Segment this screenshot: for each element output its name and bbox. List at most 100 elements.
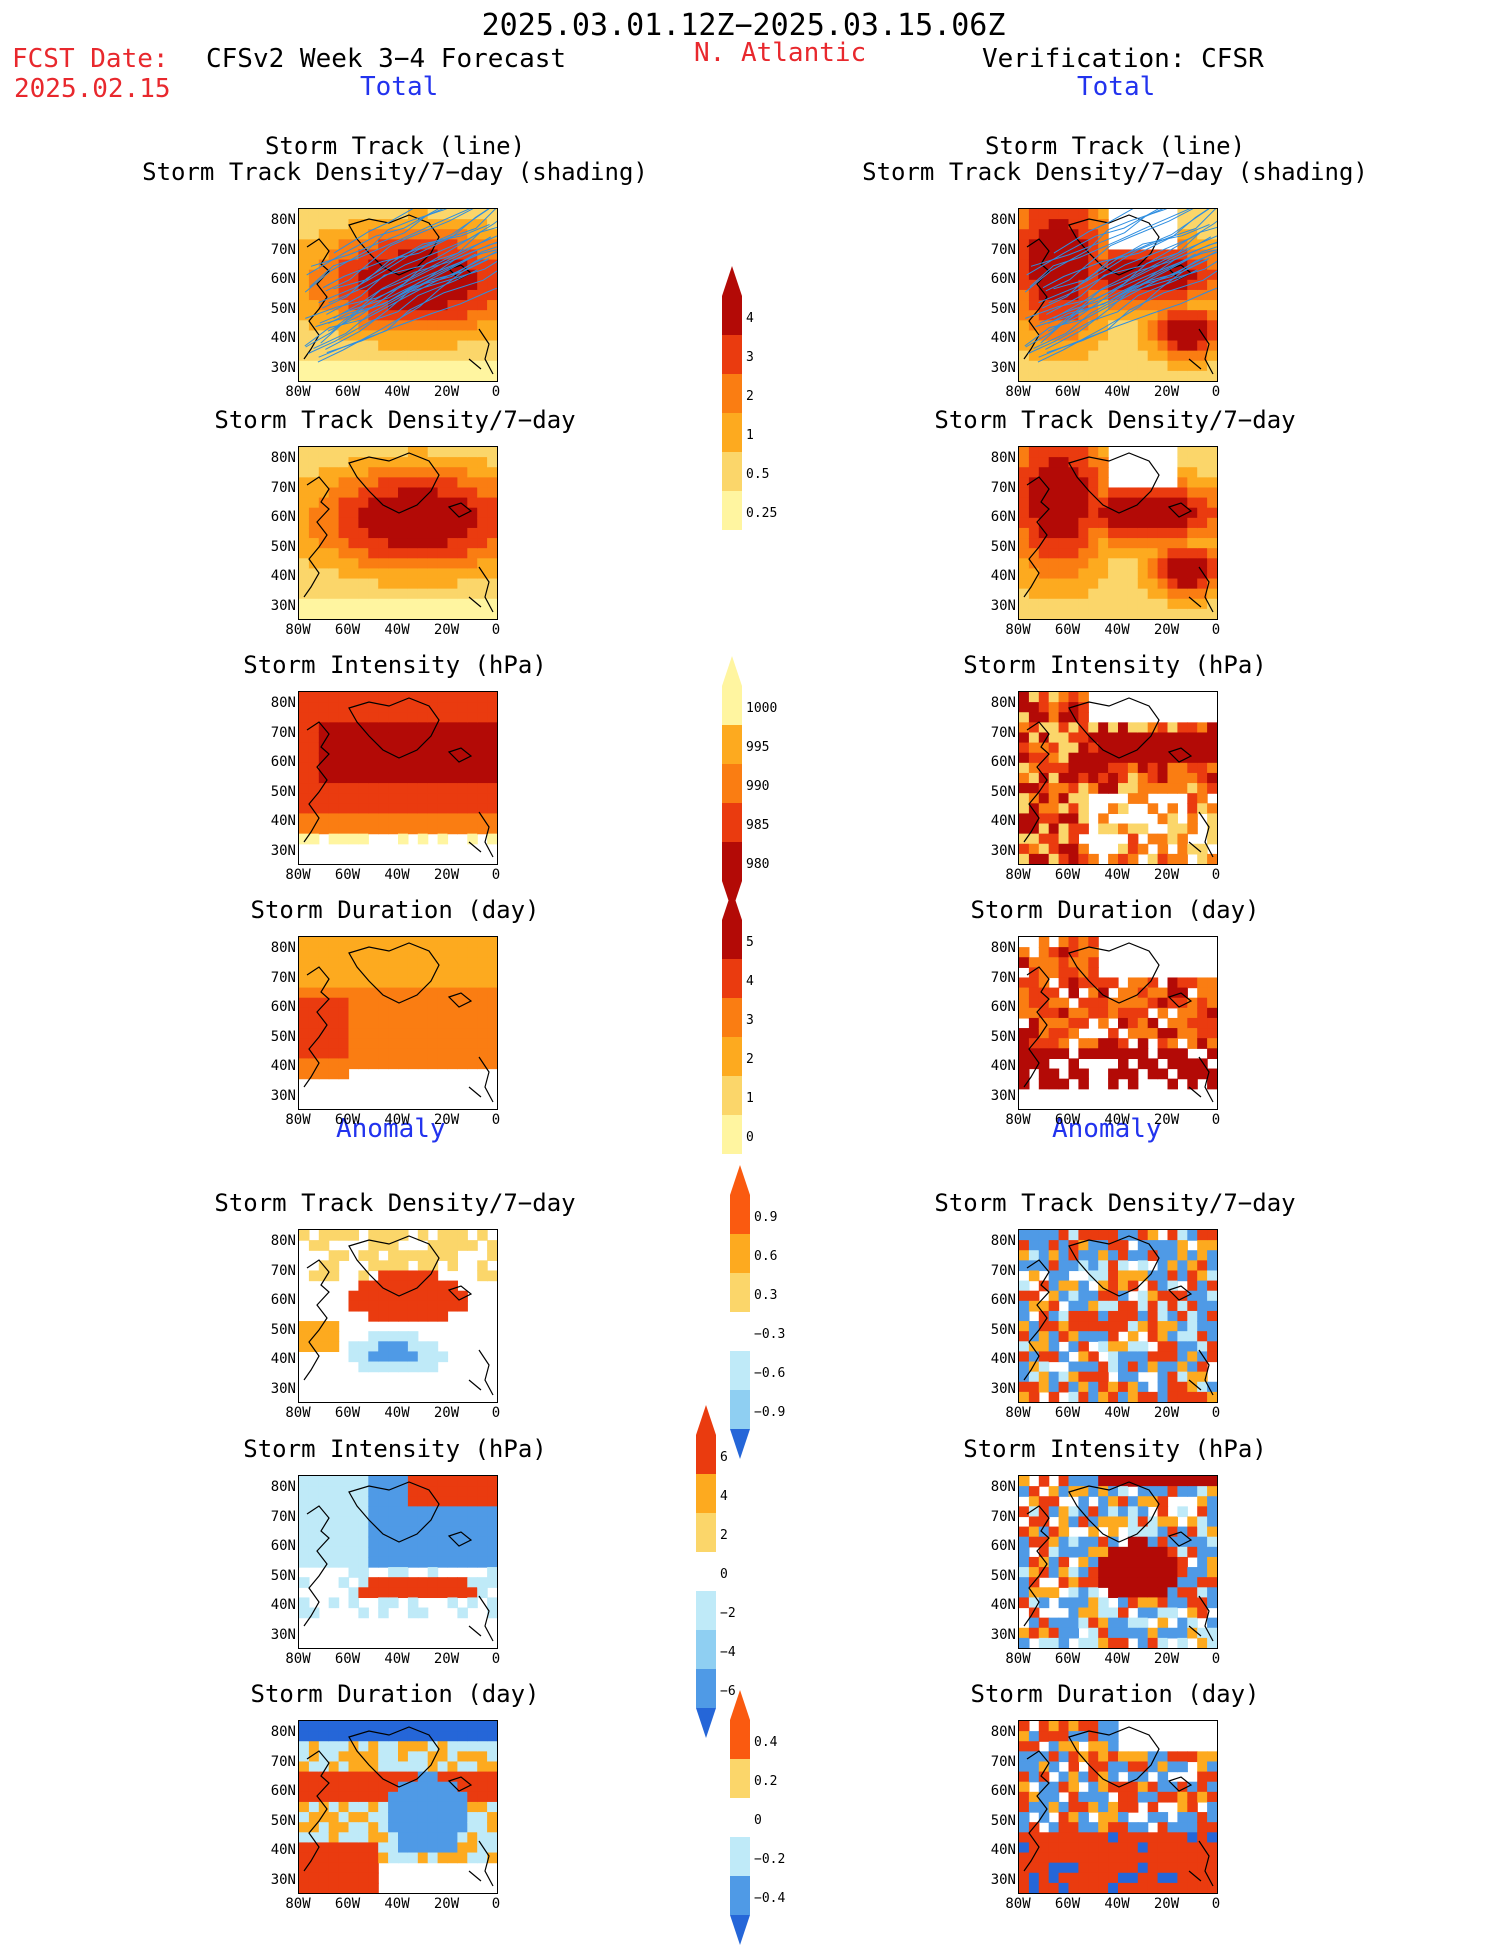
model-title: CFSv2 Week 3−4 Forecast xyxy=(206,44,567,74)
lat-label: 40N xyxy=(990,1597,1016,1613)
lon-label: 60W xyxy=(1054,384,1081,400)
forecast-map-panel xyxy=(298,1720,498,1894)
lat-label: 70N xyxy=(990,969,1016,986)
verification-map-panel xyxy=(1018,691,1218,865)
colorbar-label: 2 xyxy=(720,1528,728,1544)
lon-label: 80W xyxy=(285,622,311,638)
lat-label: 30N xyxy=(990,1087,1016,1104)
lat-label: 40N xyxy=(990,568,1016,584)
lon-label: 80W xyxy=(1005,384,1031,400)
lat-label: 60N xyxy=(990,754,1016,770)
lon-label: 40W xyxy=(1104,1896,1130,1912)
verification-title: Verification: CFSR xyxy=(982,44,1264,74)
lon-label: 80W xyxy=(285,1896,311,1912)
colorbar-label: 4 xyxy=(720,1489,728,1505)
lat-label: 40N xyxy=(990,1351,1016,1367)
lat-label: 50N xyxy=(270,1321,296,1338)
colorbar-label: 0.25 xyxy=(746,506,778,522)
lon-label: 80W xyxy=(285,1405,311,1421)
fcst-date-value: 2025.02.15 xyxy=(14,74,171,104)
panel-title: Storm Intensity (hPa) xyxy=(243,651,547,679)
lon-label: 0 xyxy=(1211,1651,1221,1667)
lat-label: 50N xyxy=(990,300,1016,317)
lon-label: 40W xyxy=(1104,622,1130,638)
lon-label: 60W xyxy=(1054,1651,1081,1667)
lat-label: 50N xyxy=(990,1567,1016,1584)
lon-label: 60W xyxy=(334,1896,361,1912)
forecast-map-panel xyxy=(298,936,498,1110)
colorbar-label: −0.4 xyxy=(754,1891,786,1907)
lon-label: 0 xyxy=(1211,867,1221,883)
colorbar-label: 985 xyxy=(746,818,770,834)
lon-label: 20W xyxy=(433,1112,460,1128)
lat-label: 80N xyxy=(270,1724,296,1740)
lat-label: 60N xyxy=(990,1538,1016,1554)
colorbar-label: 0.3 xyxy=(754,1288,778,1304)
lon-label: 0 xyxy=(491,1896,501,1912)
panel-title: Storm Track Density/7−day xyxy=(934,406,1296,434)
lat-label: 40N xyxy=(990,813,1016,829)
lon-label: 80W xyxy=(285,1651,311,1667)
lon-label: 0 xyxy=(1211,1112,1221,1128)
lon-label: 60W xyxy=(1054,1896,1081,1912)
lat-label: 50N xyxy=(270,783,296,800)
colorbar-label: 1 xyxy=(746,1091,754,1107)
colorbar-label: −0.2 xyxy=(754,1852,786,1868)
lat-label: 60N xyxy=(270,509,296,525)
panel-title: Storm Track Density/7−day xyxy=(934,1189,1296,1217)
colorbar-label: 6 xyxy=(720,1450,728,1466)
lat-label: 40N xyxy=(270,1351,296,1367)
lat-label: 50N xyxy=(270,538,296,555)
colorbar-label: 2 xyxy=(746,389,754,405)
verification-map-panel xyxy=(1018,1720,1218,1894)
intensity-total-colorbar xyxy=(717,656,747,915)
lat-label: 80N xyxy=(990,450,1016,466)
lon-label: 20W xyxy=(1153,1651,1180,1667)
lat-label: 50N xyxy=(270,300,296,317)
colorbar-label: 0 xyxy=(746,1130,754,1146)
lat-label: 50N xyxy=(990,1321,1016,1338)
lon-label: 80W xyxy=(1005,867,1031,883)
colorbar-label: −2 xyxy=(720,1606,736,1622)
lat-label: 30N xyxy=(270,1871,296,1888)
panel-title: Storm Track (line) xyxy=(984,132,1246,160)
panel-title: Storm Intensity (hPa) xyxy=(963,1435,1267,1463)
lat-label: 80N xyxy=(270,450,296,466)
lon-label: 80W xyxy=(1005,1651,1031,1667)
lon-label: 40W xyxy=(384,384,410,400)
lon-label: 20W xyxy=(1153,1896,1180,1912)
panel-title: Storm Duration (day) xyxy=(970,1680,1260,1708)
colorbar-label: 1000 xyxy=(746,701,778,717)
panel-title: Storm Intensity (hPa) xyxy=(243,1435,547,1463)
forecast-map-panel xyxy=(298,446,498,620)
lat-label: 70N xyxy=(270,479,296,496)
lat-label: 40N xyxy=(270,568,296,584)
lat-label: 70N xyxy=(270,1262,296,1279)
lon-label: 80W xyxy=(1005,1405,1031,1421)
colorbar-label: 990 xyxy=(746,779,770,795)
lat-label: 50N xyxy=(270,1812,296,1829)
lat-label: 30N xyxy=(990,1626,1016,1643)
colorbar-label: 980 xyxy=(746,857,770,873)
lat-label: 70N xyxy=(990,1262,1016,1279)
lon-label: 60W xyxy=(334,1651,361,1667)
colorbar-label: 5 xyxy=(746,935,754,951)
lon-label: 0 xyxy=(1211,384,1221,400)
density-anomaly-colorbar xyxy=(725,1165,755,1463)
lon-label: 0 xyxy=(491,384,501,400)
panel-title: Storm Track Density/7−day (shading) xyxy=(142,158,648,186)
panel-title: Storm Duration (day) xyxy=(250,896,540,924)
duration-anomaly-colorbar xyxy=(725,1690,755,1949)
lat-label: 40N xyxy=(990,1842,1016,1858)
lon-label: 60W xyxy=(1054,1405,1081,1421)
colorbar-label: −0.6 xyxy=(754,1366,786,1382)
lon-label: 0 xyxy=(1211,1896,1221,1912)
region-title: N. Atlantic xyxy=(694,38,867,68)
verification-map-panel xyxy=(1018,1475,1218,1649)
panel-title: Storm Duration (day) xyxy=(250,1680,540,1708)
panel-title: Storm Track Density/7−day xyxy=(214,1189,576,1217)
lon-label: 20W xyxy=(1153,622,1180,638)
colorbar-label: 4 xyxy=(746,974,754,990)
lat-label: 80N xyxy=(990,1233,1016,1249)
colorbar-label: 0.2 xyxy=(754,1774,778,1790)
